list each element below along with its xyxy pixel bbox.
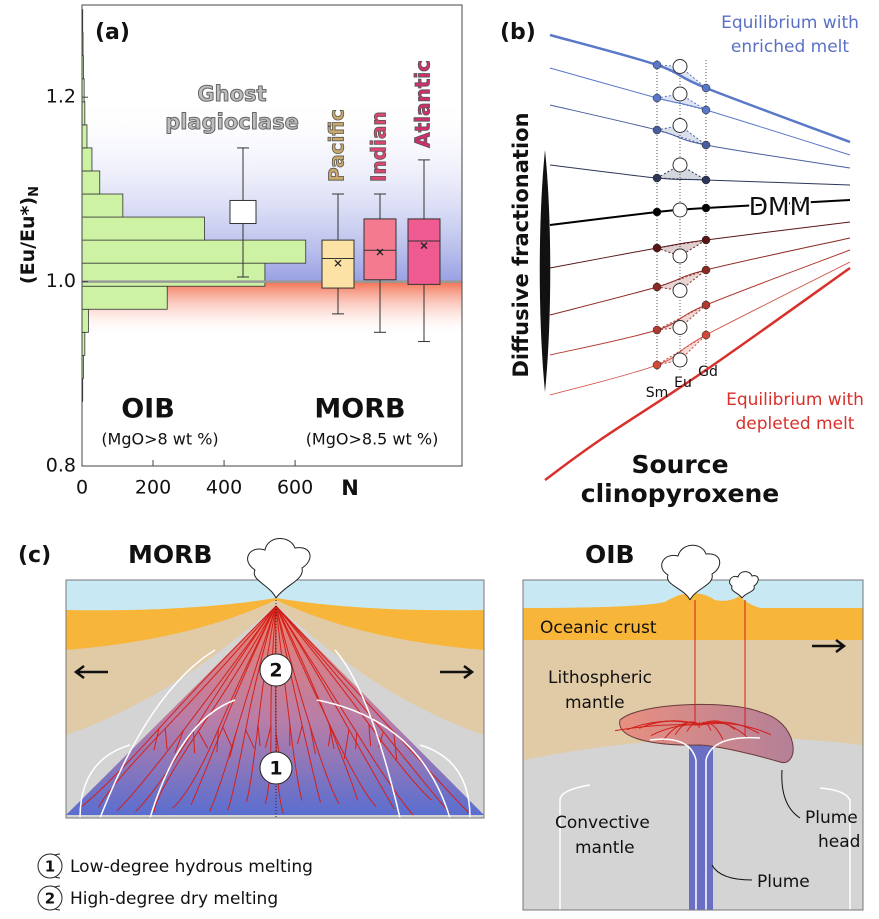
convective-label: mantle: [575, 838, 635, 858]
sm-dot: [653, 94, 661, 102]
eu-dot: [673, 119, 687, 133]
histogram-bar: [82, 171, 100, 194]
panel-label: (c): [18, 543, 51, 568]
legend-marker-label: 1: [45, 858, 55, 876]
curve: [550, 222, 850, 268]
plume-label: Plume: [757, 872, 810, 892]
box-label: Indian: [367, 111, 391, 182]
gd-dot: [702, 204, 710, 212]
y-tick-label: 1.2: [46, 86, 76, 108]
legend-text: Low-degree hydrous melting: [70, 857, 313, 877]
sm-dot: [653, 244, 661, 252]
source-label: Source: [631, 450, 728, 479]
eu-dot: [673, 321, 687, 335]
gd-dot: [702, 106, 710, 114]
plume-stem: [689, 740, 713, 910]
crust-label: Oceanic crust: [540, 618, 657, 638]
x-tick-label: 0: [76, 477, 88, 499]
panel-a: Ghost plagioclase Pacific Indian Atlantic 0.8…: [17, 5, 463, 500]
marker-label: 1: [269, 758, 282, 780]
group-note: (MgO>8.5 wt %): [306, 430, 439, 449]
gd-dot: [702, 176, 710, 184]
y-tick-label: 1.0: [46, 270, 76, 292]
box-label: Atlantic: [411, 60, 435, 148]
eu-dot: [673, 353, 687, 367]
y-tick-label: 0.8: [46, 455, 76, 477]
gd-dot: [702, 266, 710, 274]
histogram-bar: [82, 194, 123, 217]
histogram-bar: [82, 286, 167, 309]
x-tick-label: 400: [206, 477, 242, 499]
eu-dot: [673, 249, 687, 263]
panel-b: (b) Diffusive fractionation Equilibrium …: [500, 13, 864, 508]
histogram-bar: [82, 125, 87, 148]
sm-dot: [653, 361, 661, 369]
source-label: clinopyroxene: [581, 479, 779, 508]
lithosphere-label: mantle: [565, 693, 625, 713]
depleted-label: Equilibrium with: [726, 390, 864, 410]
eu-dot: [673, 284, 687, 298]
morb-title: MORB: [128, 540, 212, 569]
sm-dot: [653, 326, 661, 334]
figure: Ghost plagioclase Pacific Indian Atlantic 0.8…: [0, 0, 879, 919]
element-label: Gd: [698, 364, 718, 380]
lithosphere-label: Lithospheric: [548, 668, 652, 688]
y-label-subscript: N: [27, 186, 42, 197]
box: [230, 200, 256, 223]
sm-dot: [653, 126, 661, 134]
group-note: (MgO>8 wt %): [101, 430, 218, 449]
sm-dot: [653, 283, 661, 291]
gd-dot: [702, 301, 710, 309]
enriched-label: Equilibrium with: [721, 13, 859, 33]
eu-dot: [673, 60, 687, 74]
curve: [550, 238, 850, 315]
dmm-label: DMM: [749, 192, 811, 221]
gd-dot: [702, 236, 710, 244]
group-label: OIB: [121, 394, 175, 425]
panel-c: (c) MORB OIB 2 1 1 2 Low-degree hydrous …: [18, 538, 863, 910]
box-label: Pacific: [325, 109, 349, 182]
histogram-bar: [82, 240, 306, 263]
eu-dot: [673, 158, 687, 172]
panel-label: (a): [95, 20, 130, 45]
plume-head-label: head: [818, 832, 860, 852]
fractionation-lens: [540, 150, 551, 392]
oib-title: OIB: [585, 540, 635, 569]
convective-label: Convective: [555, 813, 650, 833]
curve: [550, 165, 850, 185]
histogram-bar: [82, 148, 92, 171]
sm-dot: [653, 61, 661, 69]
box-label: Ghost: [197, 82, 266, 106]
group-label: MORB: [314, 394, 405, 425]
box-label: plagioclase: [165, 110, 299, 134]
box: [322, 240, 354, 288]
x-tick-label: 200: [135, 477, 171, 499]
element-label: Eu: [674, 375, 692, 391]
element-label: Sm: [646, 385, 669, 401]
marker-label: 2: [269, 660, 282, 682]
legend-text: High-degree dry melting: [70, 889, 278, 909]
gd-dot: [702, 331, 710, 339]
axis-label: Diffusive fractionation: [509, 112, 533, 377]
y-axis-label: (Eu/Eu*)N: [17, 186, 42, 284]
x-tick-label: 600: [277, 477, 313, 499]
legend-marker-label: 2: [45, 890, 55, 908]
x-axis-label: N: [341, 476, 359, 500]
box: [364, 219, 396, 280]
gd-dot: [702, 84, 710, 92]
histogram-bar: [82, 217, 205, 240]
histogram-bar: [82, 309, 88, 332]
panel-label: (b): [500, 20, 536, 45]
eu-dot: [673, 203, 687, 217]
depleted-label: depleted melt: [736, 414, 855, 434]
plume-head-label: Plume: [805, 808, 858, 828]
gd-dot: [702, 141, 710, 149]
y-label-main: (Eu/Eu*): [17, 197, 39, 284]
curve: [550, 105, 850, 168]
sm-dot: [653, 208, 661, 216]
sm-dot: [653, 174, 661, 182]
box: [408, 219, 440, 284]
enriched-label: enriched melt: [731, 37, 849, 57]
eu-dot: [673, 87, 687, 101]
